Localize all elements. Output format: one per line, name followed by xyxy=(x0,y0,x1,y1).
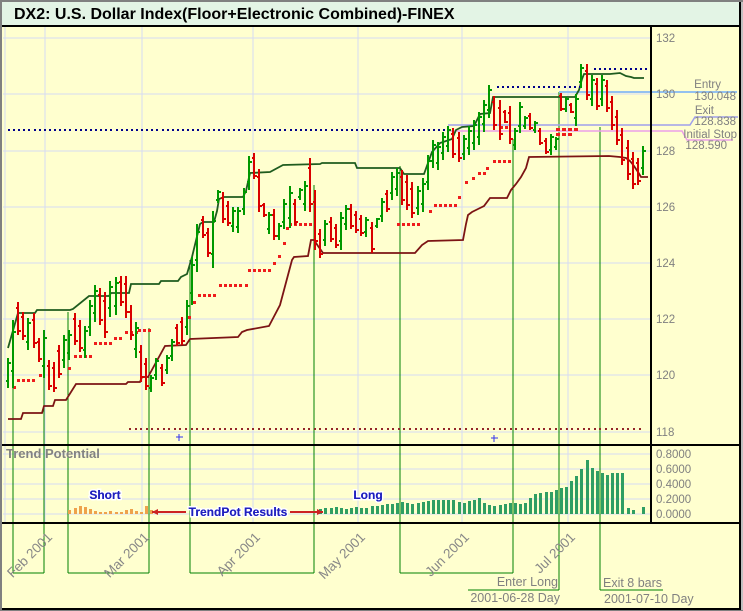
svg-text:0.6000: 0.6000 xyxy=(656,464,691,476)
svg-text:2001-07-10 Day: 2001-07-10 Day xyxy=(604,592,694,606)
svg-text:Exit 8 bars: Exit 8 bars xyxy=(603,576,662,590)
svg-text:2001-06-28 Day: 2001-06-28 Day xyxy=(470,591,560,605)
svg-text:TrendPot Results: TrendPot Results xyxy=(189,505,288,519)
svg-text:124: 124 xyxy=(656,258,676,270)
svg-text:Entry: Entry xyxy=(694,79,721,91)
svg-text:128: 128 xyxy=(656,146,675,158)
svg-text:128.590: 128.590 xyxy=(685,140,727,152)
svg-text:130.048: 130.048 xyxy=(694,91,736,103)
svg-text:0.4000: 0.4000 xyxy=(656,479,691,491)
svg-text:132: 132 xyxy=(656,33,675,45)
svg-text:0.2000: 0.2000 xyxy=(656,494,691,506)
svg-text:Enter Long: Enter Long xyxy=(497,575,558,589)
svg-text:122: 122 xyxy=(656,314,675,326)
svg-text:118: 118 xyxy=(656,427,674,439)
svg-text:TrendPot Results: TrendPot Results xyxy=(189,505,288,519)
svg-text:Short: Short xyxy=(89,488,120,502)
svg-text:130: 130 xyxy=(656,89,675,101)
svg-text:Exit: Exit xyxy=(695,105,715,117)
svg-text:Long: Long xyxy=(353,488,382,502)
svg-text:DX2: U.S. Dollar Index(Floor+E: DX2: U.S. Dollar Index(Floor+Electronic … xyxy=(14,6,455,23)
svg-text:120: 120 xyxy=(656,370,675,382)
svg-text:0.8000: 0.8000 xyxy=(656,449,691,461)
svg-text:126: 126 xyxy=(656,202,675,214)
svg-text:0.0000: 0.0000 xyxy=(656,509,691,521)
svg-text:128.838: 128.838 xyxy=(694,116,736,128)
svg-text:Initial Stop: Initial Stop xyxy=(683,129,737,141)
svg-text:Short: Short xyxy=(89,488,120,502)
svg-text:Trend Potential: Trend Potential xyxy=(6,446,100,461)
svg-text:Long: Long xyxy=(353,488,382,502)
